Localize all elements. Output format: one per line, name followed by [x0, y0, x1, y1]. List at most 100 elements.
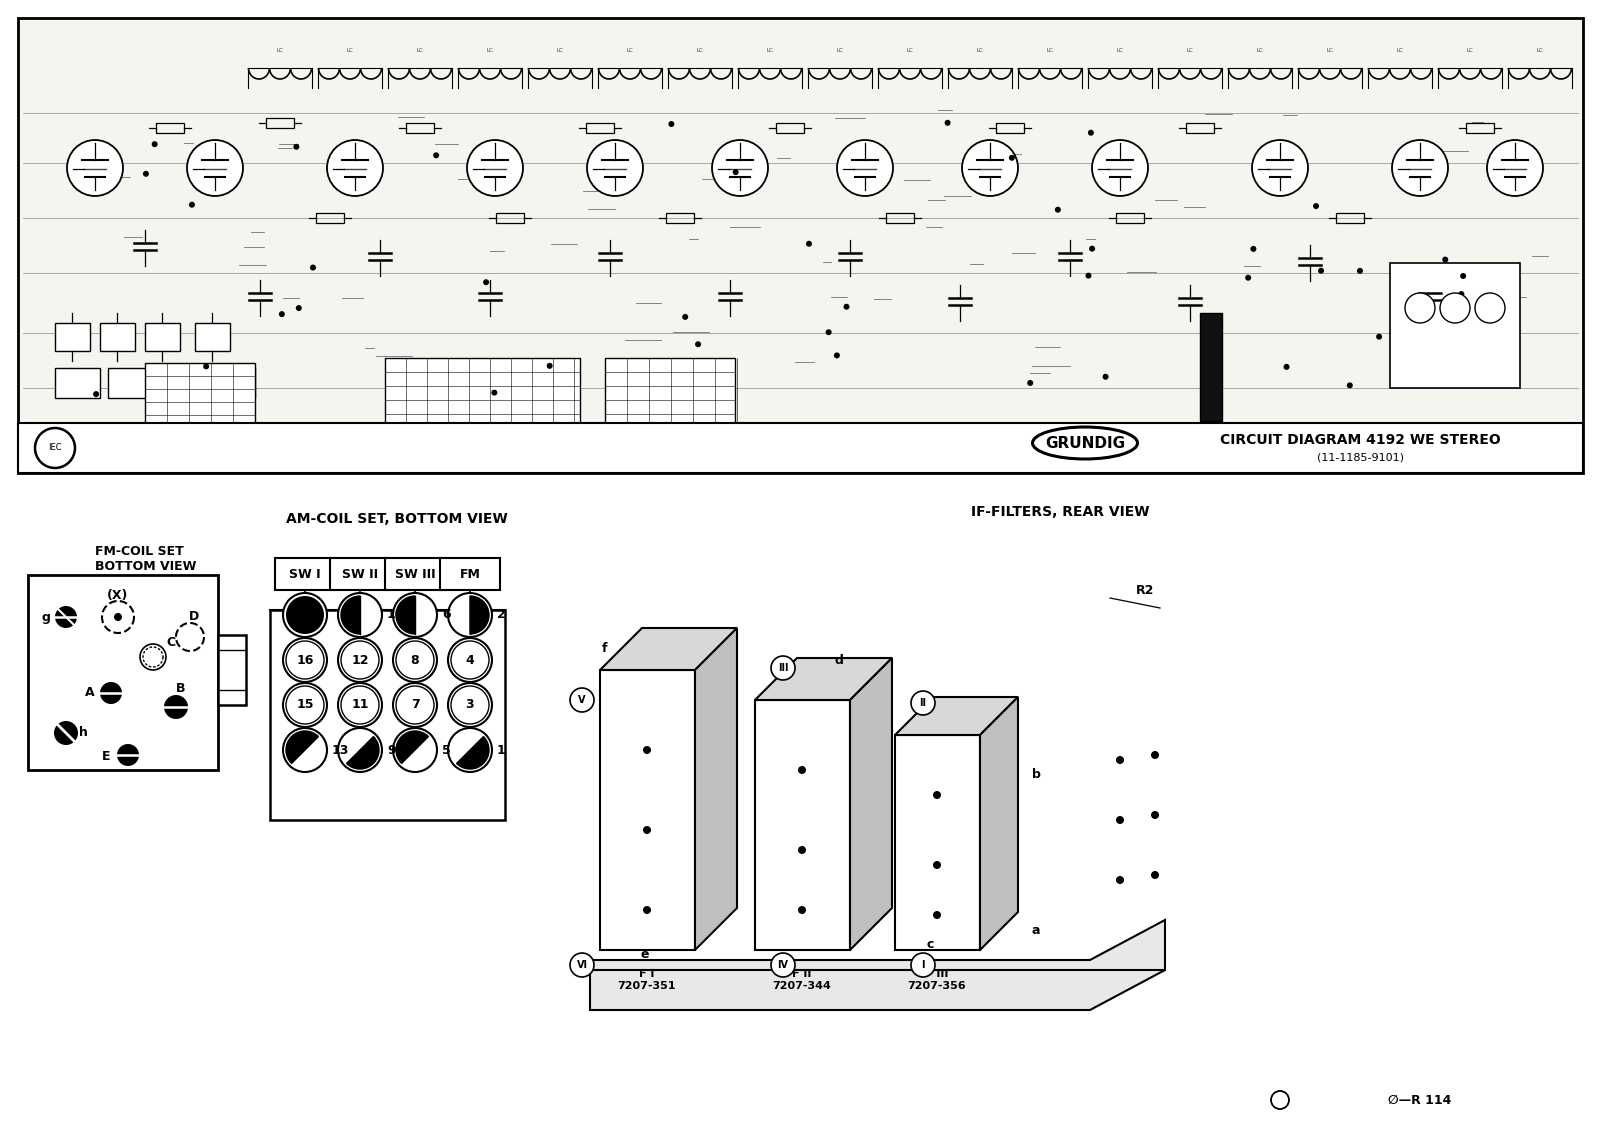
Text: LC: LC: [557, 48, 563, 52]
Text: (X): (X): [107, 588, 128, 602]
Text: B: B: [176, 682, 186, 696]
Text: e: e: [640, 949, 650, 961]
Wedge shape: [397, 731, 429, 763]
Circle shape: [1117, 815, 1123, 824]
Bar: [440, 558, 499, 590]
Circle shape: [1475, 293, 1506, 323]
Bar: [755, 700, 850, 950]
Text: LC: LC: [416, 48, 424, 52]
Bar: [330, 558, 390, 590]
Wedge shape: [397, 596, 414, 634]
Circle shape: [1150, 871, 1158, 879]
Bar: [600, 670, 694, 950]
Circle shape: [1027, 380, 1034, 386]
Bar: [54, 323, 90, 351]
Bar: [406, 123, 434, 133]
Circle shape: [1314, 204, 1318, 209]
Bar: [29, 575, 218, 770]
Text: E: E: [101, 751, 110, 763]
Circle shape: [394, 728, 437, 772]
Circle shape: [283, 638, 326, 682]
Text: A: A: [85, 687, 94, 699]
Circle shape: [165, 696, 189, 719]
Circle shape: [296, 305, 302, 311]
Circle shape: [1150, 811, 1158, 819]
Polygon shape: [694, 628, 738, 950]
Circle shape: [1376, 334, 1382, 339]
Circle shape: [1245, 275, 1251, 280]
Circle shape: [806, 241, 811, 247]
Circle shape: [451, 687, 490, 724]
Polygon shape: [755, 658, 893, 700]
Circle shape: [434, 153, 438, 158]
Bar: [1336, 213, 1363, 223]
Text: LC: LC: [1467, 48, 1474, 52]
Text: VI: VI: [576, 960, 587, 970]
Circle shape: [283, 728, 326, 772]
Text: SW II: SW II: [342, 568, 378, 580]
Circle shape: [547, 363, 552, 369]
Text: FM: FM: [459, 568, 480, 580]
Text: 4: 4: [466, 654, 474, 666]
Circle shape: [397, 687, 434, 724]
Text: IV: IV: [778, 960, 789, 970]
Circle shape: [682, 314, 688, 320]
Circle shape: [669, 121, 674, 127]
Text: LC: LC: [1046, 48, 1053, 52]
Circle shape: [712, 140, 768, 196]
Text: b: b: [1032, 768, 1040, 782]
Text: 16: 16: [296, 654, 314, 666]
Circle shape: [1283, 364, 1290, 370]
Text: CIRCUIT DIAGRAM 4192 WE STEREO: CIRCUIT DIAGRAM 4192 WE STEREO: [1219, 433, 1501, 447]
Text: 6: 6: [442, 608, 451, 622]
Polygon shape: [600, 628, 738, 670]
Circle shape: [338, 638, 382, 682]
Ellipse shape: [1032, 428, 1138, 459]
Circle shape: [570, 688, 594, 713]
Circle shape: [1250, 245, 1256, 252]
Text: F I
7207-351: F I 7207-351: [618, 969, 677, 991]
Circle shape: [933, 910, 941, 920]
Circle shape: [771, 953, 795, 977]
Polygon shape: [590, 920, 1165, 1010]
Bar: [776, 123, 805, 133]
Text: 12: 12: [352, 654, 368, 666]
Text: LC: LC: [766, 48, 773, 52]
Circle shape: [394, 638, 437, 682]
Circle shape: [338, 683, 382, 727]
Bar: [586, 123, 614, 133]
Circle shape: [448, 638, 493, 682]
Circle shape: [1251, 140, 1309, 196]
Text: F III
7207-356: F III 7207-356: [907, 969, 966, 991]
Text: 5: 5: [442, 743, 451, 757]
Circle shape: [733, 170, 739, 175]
Wedge shape: [286, 731, 318, 763]
Polygon shape: [979, 697, 1018, 950]
Circle shape: [1318, 268, 1325, 274]
Circle shape: [1102, 373, 1109, 380]
Bar: [218, 634, 246, 705]
Circle shape: [283, 593, 326, 637]
Circle shape: [570, 953, 594, 977]
Circle shape: [394, 593, 437, 637]
Circle shape: [67, 140, 123, 196]
Circle shape: [451, 641, 490, 679]
Text: 10: 10: [387, 608, 405, 622]
Circle shape: [189, 201, 195, 208]
Text: 15: 15: [296, 699, 314, 711]
Polygon shape: [894, 697, 1018, 735]
Circle shape: [286, 687, 323, 724]
Circle shape: [1458, 291, 1464, 297]
Bar: [894, 735, 979, 950]
Circle shape: [286, 596, 323, 634]
Circle shape: [326, 140, 382, 196]
Circle shape: [467, 140, 523, 196]
Circle shape: [278, 311, 285, 317]
Bar: [1117, 213, 1144, 223]
Circle shape: [54, 720, 78, 745]
Circle shape: [1486, 140, 1542, 196]
Circle shape: [1357, 268, 1363, 274]
Wedge shape: [347, 736, 379, 769]
Text: LC: LC: [277, 48, 283, 52]
Text: GRUNDIG: GRUNDIG: [1045, 435, 1125, 450]
